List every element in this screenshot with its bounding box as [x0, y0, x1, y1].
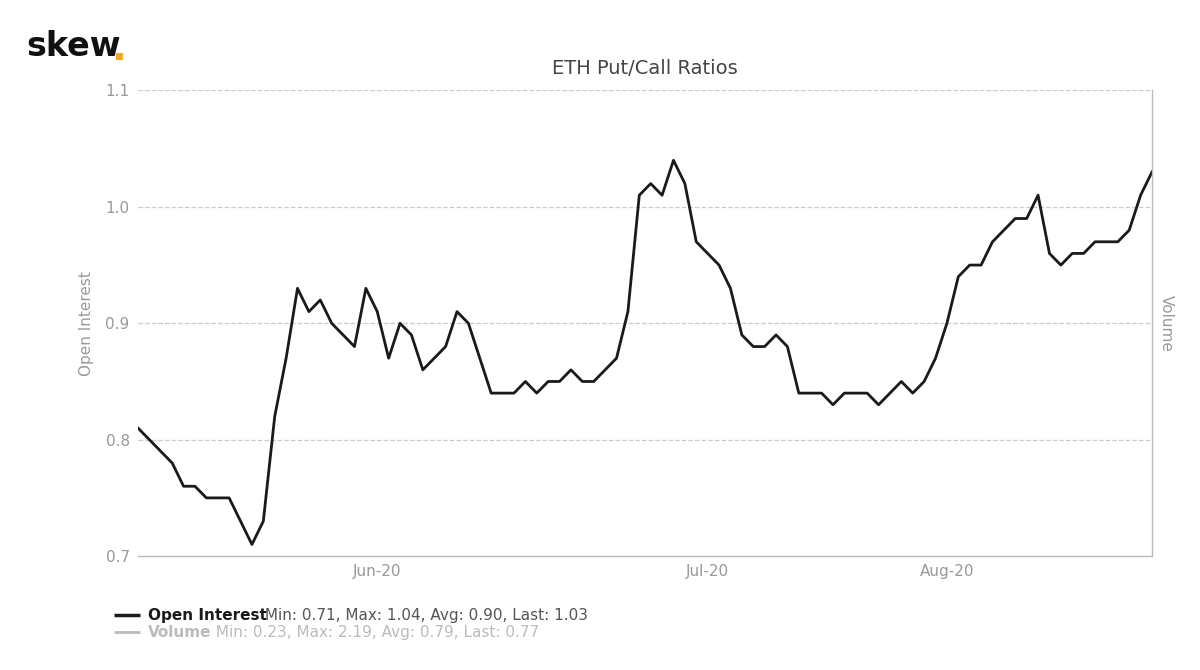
Y-axis label: Open Interest: Open Interest [79, 271, 95, 376]
Y-axis label: Volume: Volume [1159, 295, 1175, 352]
Text: Open Interest: Open Interest [148, 608, 266, 622]
Text: Min: 0.23, Max: 2.19, Avg: 0.79, Last: 0.77: Min: 0.23, Max: 2.19, Avg: 0.79, Last: 0… [211, 625, 539, 640]
Text: Volume: Volume [148, 625, 211, 640]
Text: skew: skew [26, 30, 121, 63]
Text: Min: 0.71, Max: 1.04, Avg: 0.90, Last: 1.03: Min: 0.71, Max: 1.04, Avg: 0.90, Last: 1… [260, 608, 588, 622]
Text: .: . [112, 30, 126, 68]
Title: ETH Put/Call Ratios: ETH Put/Call Ratios [552, 59, 738, 78]
